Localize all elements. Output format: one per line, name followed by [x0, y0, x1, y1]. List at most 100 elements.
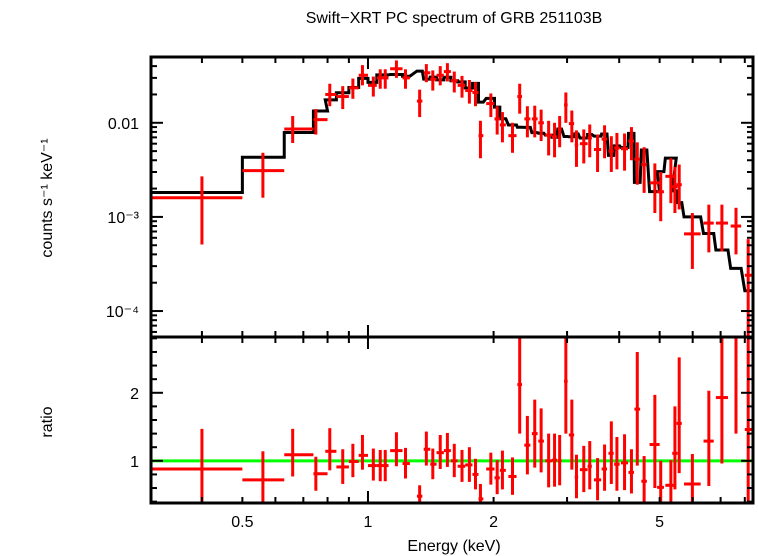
- x-tick-label: 5: [655, 514, 664, 531]
- data-point: [579, 129, 588, 164]
- data-point: [508, 122, 517, 153]
- data-point: [478, 120, 484, 159]
- data-point: [430, 70, 437, 91]
- ratio-point: [151, 428, 243, 503]
- x-tick-label: 1: [364, 514, 373, 531]
- ratio-point: [568, 399, 575, 470]
- y-tick-label: 0.01: [108, 116, 139, 133]
- ratio-point: [478, 483, 484, 503]
- data-point: [538, 109, 544, 142]
- data-point: [499, 112, 506, 143]
- ratio-point: [593, 458, 602, 501]
- ratio-point: [538, 408, 544, 473]
- ratio-point: [657, 460, 664, 503]
- ratio-point: [601, 444, 608, 491]
- ratio-point: [608, 421, 614, 484]
- data-point: [443, 63, 451, 82]
- ratio-point: [557, 434, 562, 486]
- data-point: [620, 133, 629, 171]
- ratio-point: [564, 337, 568, 434]
- data-point: [614, 132, 620, 170]
- data-point: [450, 71, 458, 93]
- ratio-point: [443, 432, 451, 467]
- ratio-point: [284, 428, 314, 477]
- data-point: [676, 164, 682, 210]
- ratio-point: [574, 454, 579, 499]
- ratio-point: [508, 457, 517, 495]
- data-point: [703, 204, 714, 253]
- ratio-point: [551, 433, 558, 487]
- data-point: [465, 79, 473, 104]
- ratio-point: [313, 456, 328, 491]
- data-point: [574, 130, 579, 167]
- data-point: [730, 207, 742, 255]
- data-point: [325, 83, 337, 107]
- ratio-point: [676, 357, 682, 474]
- data-point: [587, 124, 592, 158]
- data-point: [593, 134, 602, 173]
- data-point: [457, 75, 466, 98]
- data-point: [436, 66, 444, 86]
- y-tick-label: 2: [130, 386, 139, 403]
- data-point: [494, 106, 500, 135]
- data-point: [313, 109, 328, 135]
- ratio-point: [579, 445, 588, 493]
- data-point: [545, 120, 552, 156]
- x-tick-labels: 0.5 1 2 5: [231, 514, 664, 531]
- data-point: [684, 213, 701, 269]
- x-axis-label: Energy (keV): [407, 538, 500, 555]
- ratio-point: [649, 394, 660, 489]
- ratio-point: [494, 460, 500, 495]
- ratio-point: [416, 485, 423, 503]
- ratio-point: [524, 415, 531, 475]
- ratio-point: [348, 443, 359, 478]
- data-group: [151, 60, 753, 337]
- data-point: [348, 78, 359, 99]
- data-point: [358, 65, 368, 86]
- model-group: [151, 69, 753, 293]
- ratio-point: [325, 428, 337, 471]
- data-point: [557, 116, 562, 148]
- data-point: [601, 125, 608, 159]
- ratio-point: [450, 443, 458, 478]
- ratio-point: [620, 434, 629, 491]
- ratio-point: [587, 441, 592, 490]
- y-tick-label: 10⁻³: [107, 210, 139, 227]
- x-tick-label: 2: [489, 514, 498, 531]
- ratio-point: [390, 432, 403, 467]
- data-point: [568, 110, 575, 143]
- ratio-point: [499, 450, 506, 490]
- ratio-point: [242, 451, 285, 503]
- spectrum-panel: 10⁻⁴ 10⁻³ 0.01: [106, 55, 755, 339]
- ratio-point: [486, 452, 495, 485]
- data-point: [524, 106, 531, 138]
- ratio-point: [423, 431, 431, 466]
- ratio-point: [465, 447, 473, 482]
- data-point: [608, 136, 614, 173]
- data-point: [151, 176, 243, 245]
- data-point: [517, 83, 523, 114]
- data-point: [402, 69, 410, 89]
- ratio-point: [531, 399, 538, 468]
- ratio-point: [517, 337, 523, 434]
- data-point: [472, 82, 479, 107]
- ratio-point: [703, 390, 714, 486]
- data-point: [423, 64, 431, 83]
- ratio-point: [402, 447, 410, 479]
- data-point: [376, 69, 384, 89]
- y-axis-label-spectrum: counts s⁻¹ keV⁻¹: [39, 138, 56, 257]
- ratio-point: [336, 449, 349, 484]
- ratio-point: [367, 448, 377, 481]
- y-axis-label-ratio: ratio: [39, 406, 56, 437]
- data-point: [367, 76, 377, 97]
- ratio-point: [684, 454, 701, 503]
- ratio-point: [457, 449, 466, 482]
- ratio-point: [641, 456, 647, 503]
- data-point: [390, 60, 403, 78]
- ratio-point: [614, 437, 620, 491]
- x-tick-label: 0.5: [231, 514, 253, 531]
- data-point: [336, 86, 349, 110]
- ratio-point: [358, 434, 368, 470]
- ratio-frame: [149, 335, 755, 505]
